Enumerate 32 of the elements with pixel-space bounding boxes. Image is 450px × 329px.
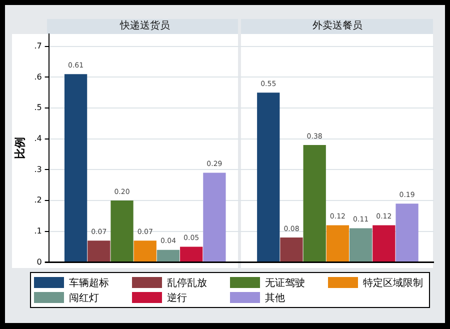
legend-label: 闯红灯 xyxy=(69,292,99,304)
legend-label: 无证驾驶 xyxy=(265,276,305,290)
bar xyxy=(257,92,280,262)
x-tick-label: 外卖送餐员 xyxy=(312,20,363,32)
bar xyxy=(303,145,326,262)
y-tick-label: .2 xyxy=(34,196,42,205)
bar xyxy=(349,228,372,262)
y-tick-label: .3 xyxy=(34,164,42,174)
y-tick-label: .5 xyxy=(34,103,42,112)
bar xyxy=(203,172,226,262)
y-axis-title: 比例 xyxy=(13,137,26,160)
legend-label: 逆行 xyxy=(167,292,187,304)
bar xyxy=(372,225,396,262)
y-tick-label: .6 xyxy=(34,72,42,82)
bar xyxy=(326,225,350,262)
legend-label: 特定区域限制 xyxy=(363,276,423,290)
x-tick-label: 快递送货员 xyxy=(119,20,170,32)
y-tick-label: .1 xyxy=(34,226,42,236)
bar xyxy=(64,74,88,262)
legend-label: 乱停乱放 xyxy=(167,276,207,290)
bar xyxy=(134,240,156,262)
bar xyxy=(180,246,203,262)
legend-label: 其他 xyxy=(265,292,285,304)
bar xyxy=(396,204,418,262)
y-tick-label: .4 xyxy=(34,134,42,143)
bar xyxy=(156,250,180,262)
legend-label: 车辆超标 xyxy=(69,276,109,290)
bar xyxy=(110,200,134,262)
y-tick-label: 0 xyxy=(36,257,42,266)
bar xyxy=(280,238,303,262)
y-tick-label: .7 xyxy=(34,41,42,50)
bar xyxy=(88,240,110,262)
